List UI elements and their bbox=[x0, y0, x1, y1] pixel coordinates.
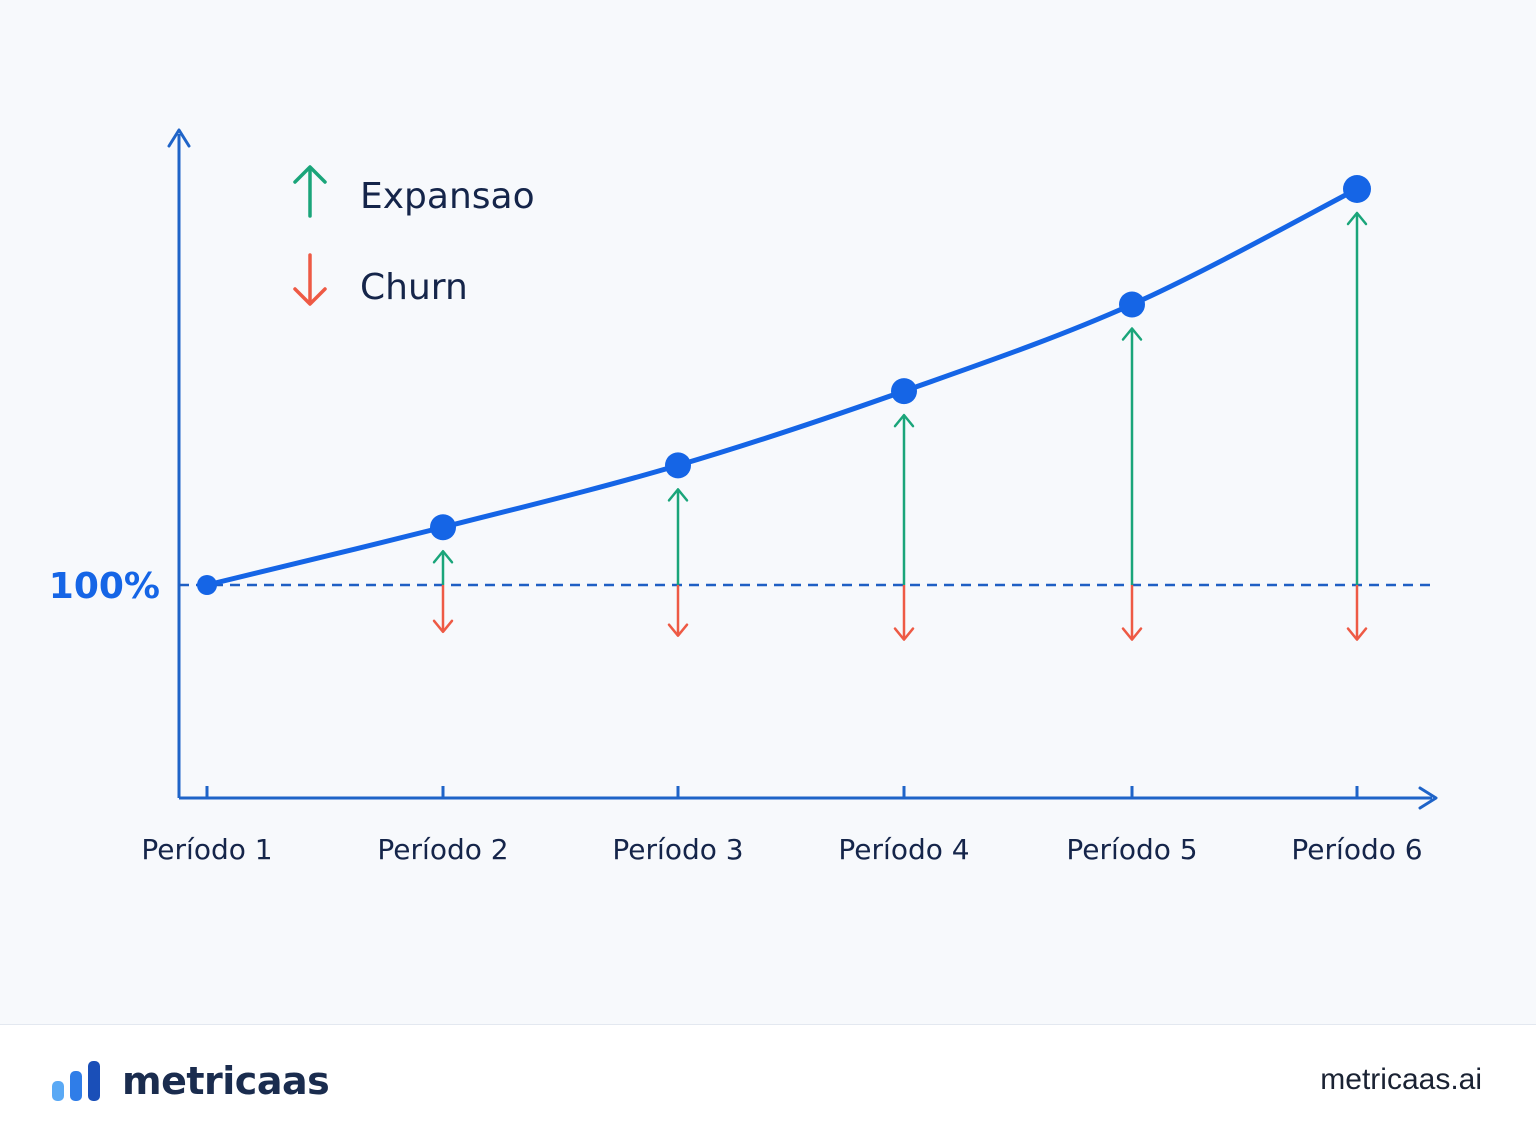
legend-arrow-head bbox=[293, 165, 327, 184]
chart-area: Período 1 Período 2 Período 3 Período 4 Perí… bbox=[49, 128, 1438, 866]
x-tick-label: Período 6 bbox=[1291, 833, 1422, 866]
churn-arrow bbox=[432, 585, 454, 634]
legend-arrow-head bbox=[293, 287, 327, 306]
expansion-arrow-head bbox=[432, 550, 454, 564]
expansion-arrow-head bbox=[1121, 327, 1143, 341]
churn-arrow-head bbox=[893, 627, 915, 641]
x-tick-label: Período 2 bbox=[377, 833, 508, 866]
site-url[interactable]: metricaas.ai bbox=[1320, 1063, 1482, 1096]
arrow-down-icon bbox=[293, 253, 327, 306]
expansion-arrow bbox=[432, 550, 454, 585]
churn-arrow-head bbox=[1346, 627, 1368, 641]
expansion-arrow-head bbox=[667, 488, 689, 502]
data-point bbox=[891, 378, 917, 405]
series-line bbox=[204, 186, 1360, 588]
brand-name: metricaas bbox=[122, 1059, 330, 1103]
x-tick-label: Período 4 bbox=[838, 833, 969, 866]
churn-arrow bbox=[893, 585, 915, 641]
chart-svg: Período 1 Período 2 Período 3 Período 4 Perí… bbox=[49, 128, 1438, 866]
churn-arrow bbox=[1346, 585, 1368, 641]
data-point bbox=[1119, 291, 1145, 318]
legend-label: Churn bbox=[360, 267, 468, 308]
churn-arrow-head bbox=[432, 619, 454, 634]
arrow-up-icon bbox=[293, 165, 327, 218]
churn-arrow bbox=[1121, 585, 1143, 641]
x-tick-label: Período 3 bbox=[612, 833, 743, 866]
churn-arrow-head bbox=[667, 623, 689, 637]
churn-arrow-head bbox=[1121, 627, 1143, 641]
footer: metricaas metricaas.ai bbox=[0, 1024, 1536, 1136]
bar-chart-logo-icon bbox=[52, 1061, 100, 1101]
x-axis-arrow bbox=[1418, 786, 1438, 810]
expansion-arrow bbox=[1346, 211, 1368, 585]
x-tick-label: Período 1 bbox=[141, 833, 272, 866]
data-point bbox=[430, 514, 456, 541]
legend: Expansao Churn bbox=[293, 165, 535, 308]
data-point bbox=[197, 575, 217, 595]
churn-arrow bbox=[667, 585, 689, 637]
expansion-arrow bbox=[893, 413, 915, 585]
x-tick-label: Período 5 bbox=[1066, 833, 1197, 866]
expansion-arrow-head bbox=[1346, 211, 1368, 226]
data-point bbox=[665, 452, 691, 479]
data-point bbox=[1343, 175, 1371, 203]
expansion-arrow bbox=[1121, 327, 1143, 585]
brand[interactable]: metricaas bbox=[52, 1059, 330, 1103]
legend-label: Expansao bbox=[360, 176, 535, 217]
y-axis-arrow bbox=[167, 128, 191, 148]
reference-label: 100% bbox=[49, 566, 160, 607]
expansion-arrow-head bbox=[893, 413, 915, 428]
expansion-arrow bbox=[667, 488, 689, 585]
